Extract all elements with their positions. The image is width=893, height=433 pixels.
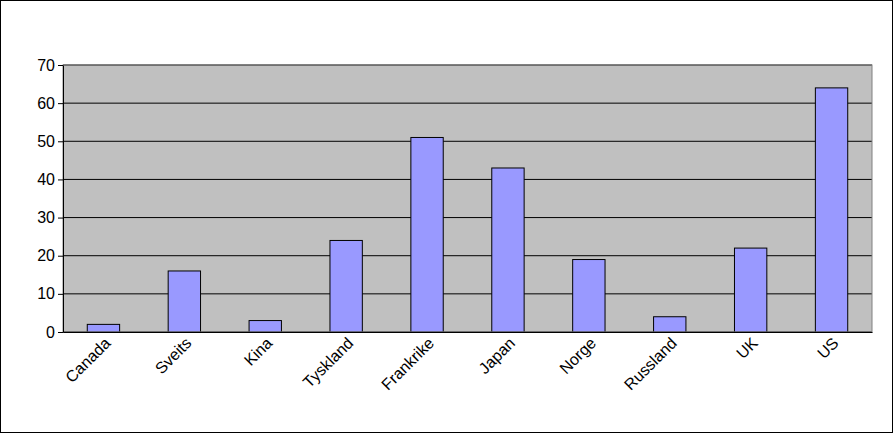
x-tick-label: UK xyxy=(733,334,761,362)
x-tick: Russland xyxy=(621,332,680,393)
y-tick-label: 20 xyxy=(37,247,55,264)
y-tick: 0 xyxy=(46,324,63,341)
grid-line xyxy=(63,217,872,218)
x-tick: US xyxy=(814,332,842,362)
x-axis: Canada Sveits Kina Tyskland Frankrike Japan No… xyxy=(62,332,872,393)
x-tick: Japan xyxy=(475,332,518,377)
y-tick: 30 xyxy=(37,209,63,226)
x-tick-label: Japan xyxy=(475,334,518,377)
bar xyxy=(492,168,524,332)
x-tick-label: Kina xyxy=(241,334,276,369)
y-tick-mark xyxy=(58,332,63,333)
x-tick-label: Frankrike xyxy=(378,334,437,393)
bar xyxy=(87,324,119,332)
bar xyxy=(654,317,686,332)
x-tick: Sveits xyxy=(152,332,195,377)
y-tick-mark xyxy=(58,141,63,142)
grid-line xyxy=(63,179,872,180)
bar xyxy=(249,321,281,332)
x-tick-label: Russland xyxy=(621,334,680,393)
x-tick: Kina xyxy=(241,332,276,369)
y-tick: 20 xyxy=(37,247,63,264)
y-tick-label: 50 xyxy=(37,133,55,150)
y-tick: 40 xyxy=(37,171,63,188)
y-tick-mark xyxy=(58,256,63,257)
y-axis-line xyxy=(63,66,64,333)
y-tick: 10 xyxy=(37,285,63,302)
bar xyxy=(330,240,362,332)
y-tick: 50 xyxy=(37,133,63,150)
bars xyxy=(87,88,847,332)
bar xyxy=(573,260,605,332)
plot: 0 10 20 30 40 50 60 70 Canada Sveits Kina Tyskland F… xyxy=(37,57,872,394)
y-tick-label: 30 xyxy=(37,209,55,226)
x-tick-label: Norge xyxy=(556,334,599,377)
x-axis-line xyxy=(64,332,873,333)
bar xyxy=(411,137,443,332)
x-tick: Norge xyxy=(556,332,599,377)
y-tick-mark xyxy=(58,294,63,295)
y-axis: 0 10 20 30 40 50 60 70 xyxy=(37,57,63,341)
y-tick: 60 xyxy=(37,95,63,112)
x-tick-label: Sveits xyxy=(152,334,195,377)
grid-line xyxy=(63,103,872,104)
y-tick-mark xyxy=(58,65,63,66)
chart: 0 10 20 30 40 50 60 70 Canada Sveits Kina Tyskland F… xyxy=(0,0,893,433)
bar xyxy=(815,88,847,332)
plot-background xyxy=(63,65,872,332)
y-tick-mark xyxy=(58,179,63,180)
y-tick-mark xyxy=(58,103,63,104)
y-tick-label: 10 xyxy=(37,285,55,302)
y-tick-label: 60 xyxy=(37,95,55,112)
bar xyxy=(734,248,766,332)
y-tick-mark xyxy=(58,218,63,219)
x-tick-label: US xyxy=(814,334,842,362)
y-tick-label: 40 xyxy=(37,171,55,188)
x-tick: Tyskland xyxy=(300,332,357,391)
bar xyxy=(168,271,200,332)
y-tick-label: 70 xyxy=(37,57,55,74)
plot-frame xyxy=(63,65,872,332)
x-tick-label: Canada xyxy=(62,334,114,386)
grid xyxy=(63,65,872,332)
x-tick-label: Tyskland xyxy=(300,334,357,391)
x-tick: Canada xyxy=(62,332,114,386)
y-tick-label: 0 xyxy=(46,324,55,341)
x-tick: Frankrike xyxy=(378,332,437,393)
grid-line xyxy=(63,141,872,142)
chart-border xyxy=(1,1,893,433)
x-tick: UK xyxy=(733,332,761,362)
y-tick: 70 xyxy=(37,57,63,74)
